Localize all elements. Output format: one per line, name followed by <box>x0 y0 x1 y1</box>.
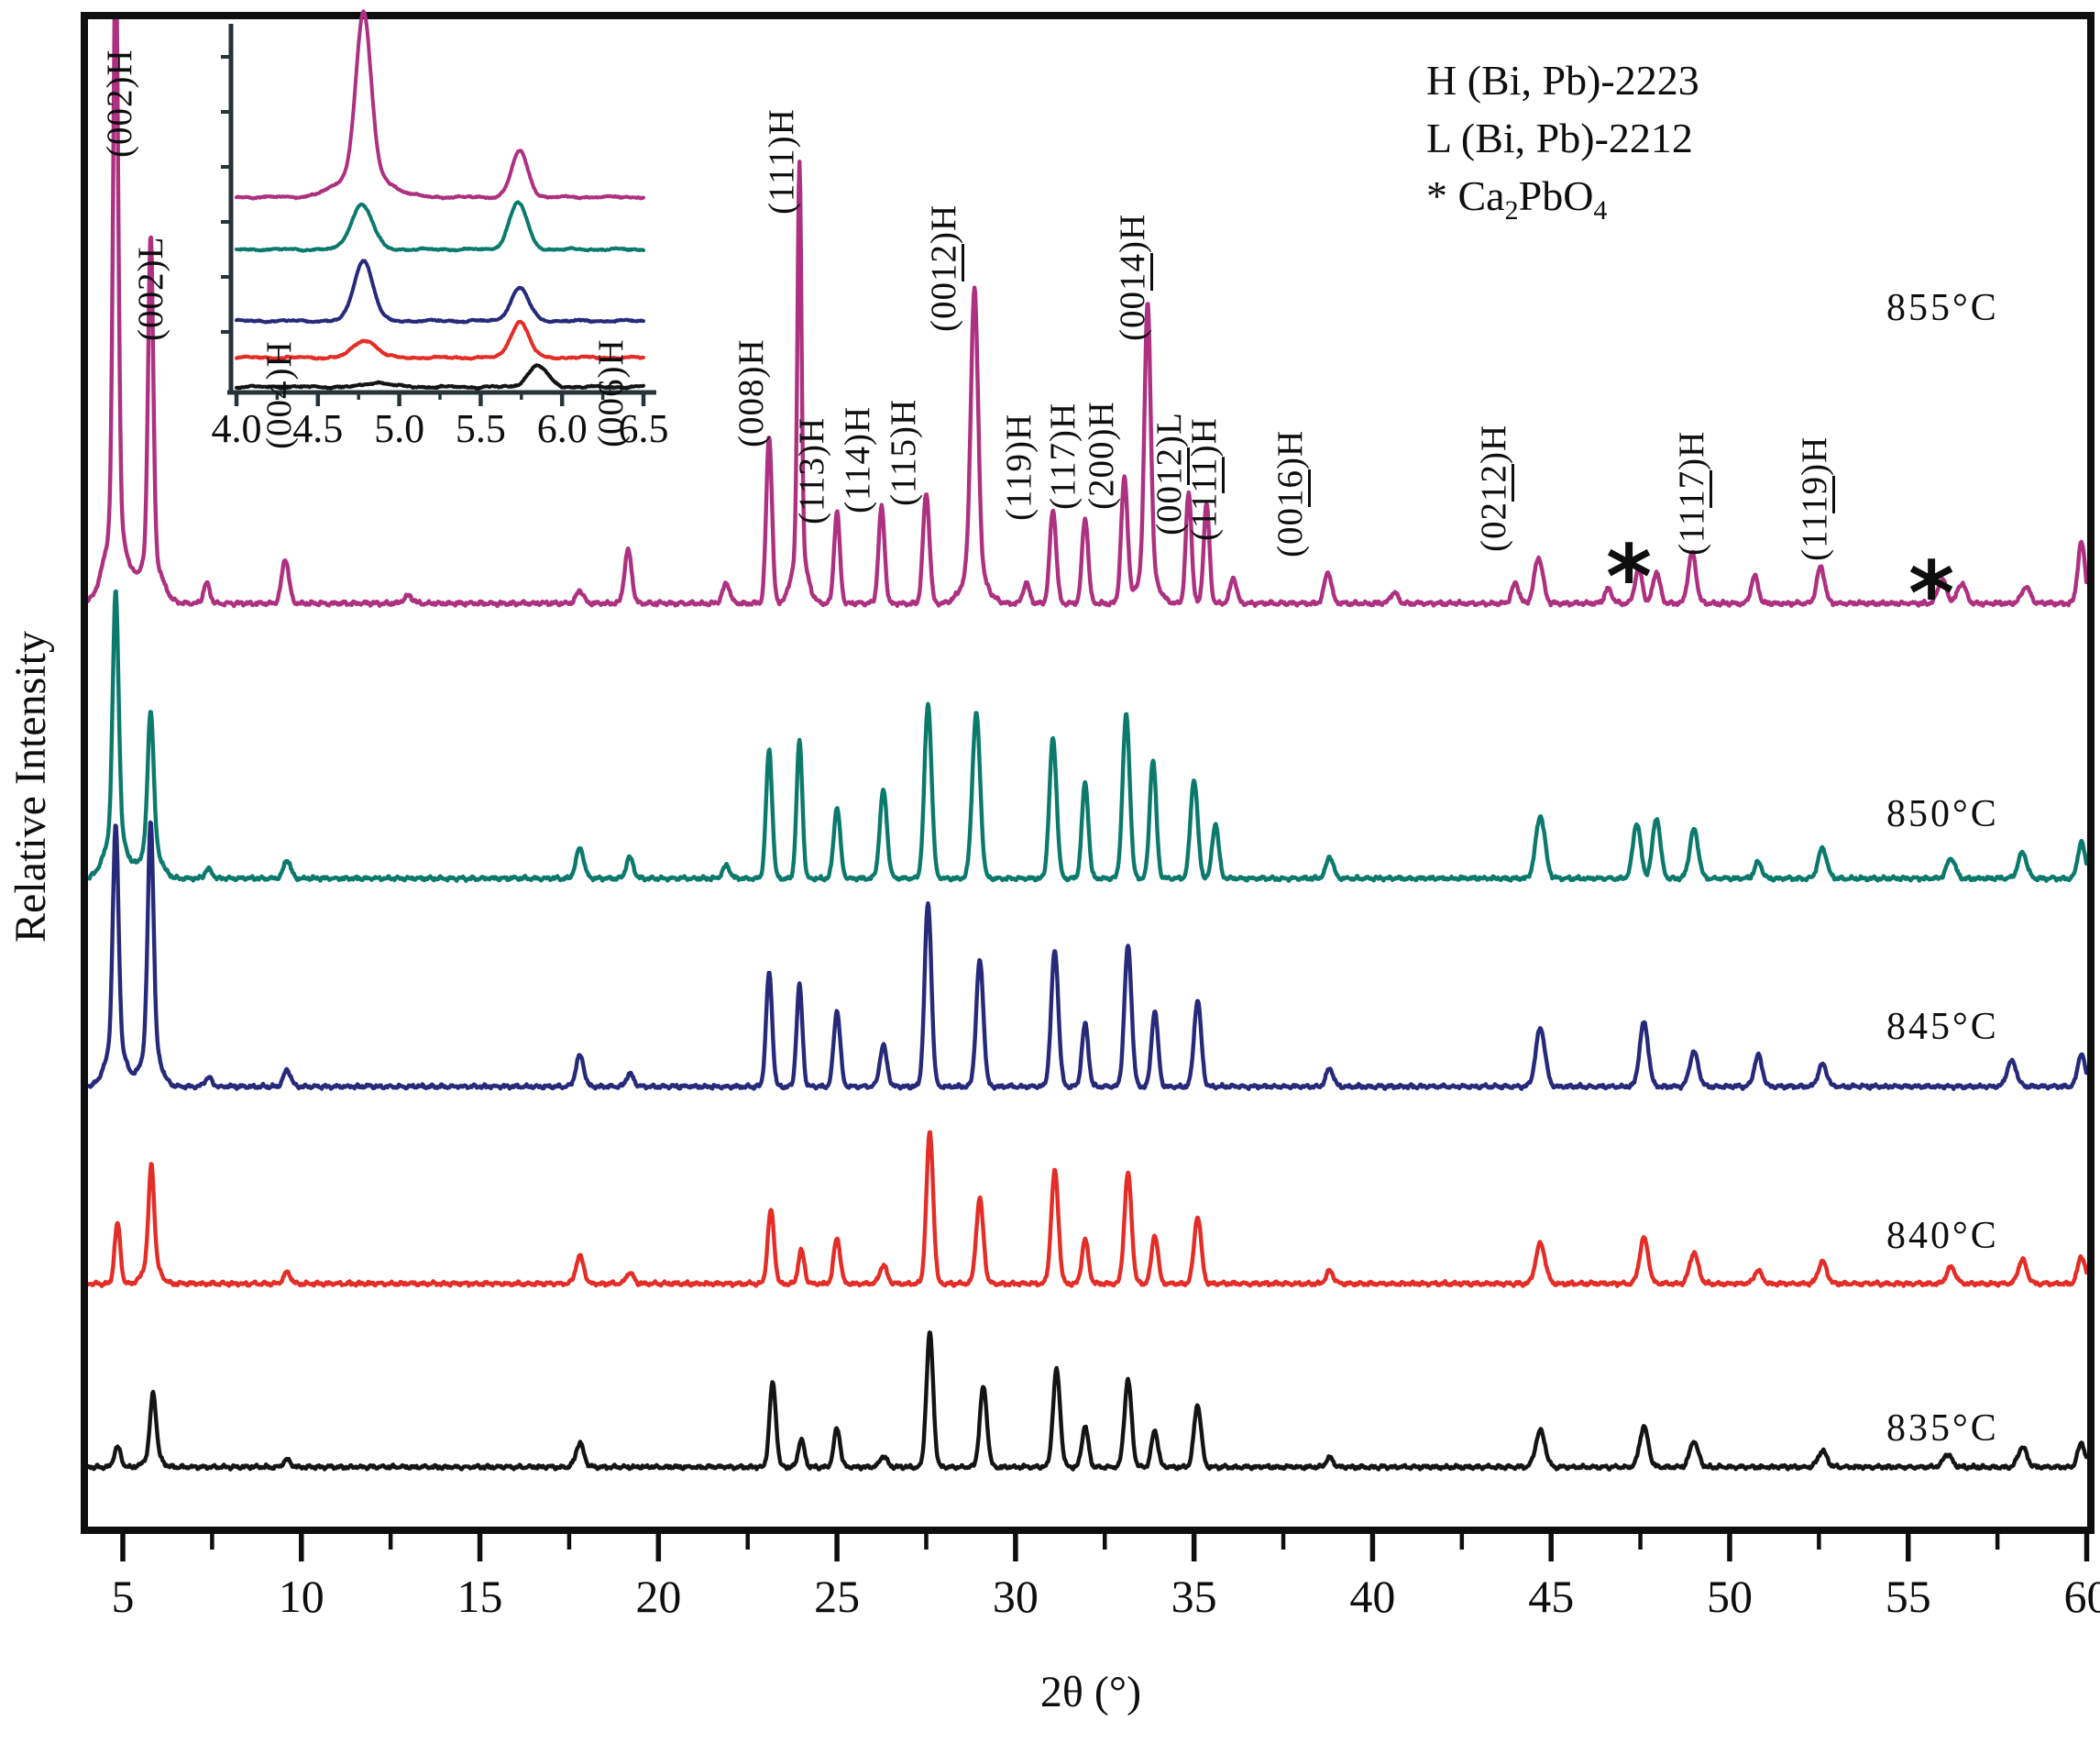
legend-entry-2: * Ca2PbO4 <box>1426 172 1608 226</box>
inset-tick-label-6.5: 6.5 <box>618 406 669 451</box>
x-tick-label-10: 10 <box>278 1571 324 1622</box>
x-tick-label-15: 15 <box>456 1571 503 1622</box>
peak-label-(0012)H: (0012)H <box>924 204 963 332</box>
peak-label-(0016)H: (0016)H <box>1270 429 1310 557</box>
trace-845°C <box>88 820 2087 1091</box>
inset-traces <box>235 9 645 391</box>
x-tick-label-20: 20 <box>635 1571 682 1622</box>
x-tick-label-45: 45 <box>1528 1571 1575 1622</box>
peak-label-(117)H: (117)H <box>1043 402 1083 510</box>
x-tick-label-25: 25 <box>814 1571 861 1622</box>
x-tick-label-60: 60 <box>2063 1571 2100 1622</box>
temperature-label-845°C: 845°C <box>1886 1006 1999 1048</box>
peak-label-(115)H: (115)H <box>884 398 923 506</box>
temperature-label-835°C: 835°C <box>1886 1407 1999 1450</box>
peak-label-(119)H: (119)H <box>999 413 1039 521</box>
legend: H (Bi, Pb)-2223 L (Bi, Pb)-2212 * Ca2PbO4 <box>1426 51 1699 239</box>
temperature-label-840°C: 840°C <box>1886 1215 1999 1257</box>
trace-855°C <box>88 19 2087 609</box>
x-tick-label-50: 50 <box>1706 1571 1753 1622</box>
peak-label-(200)H: (200)H <box>1082 401 1121 510</box>
inset-tick-label-5.5: 5.5 <box>455 406 506 451</box>
peak-label-(006)H: (006)H <box>591 338 631 447</box>
trace-840°C <box>88 1130 2087 1288</box>
peak-label-(004)H: (004)H <box>259 340 299 449</box>
ca2pbo4-asterisk-marker-1: * <box>1606 526 1653 629</box>
temperature-label-855°C: 855°C <box>1886 287 1999 329</box>
inset-tick-label-5.0: 5.0 <box>374 406 425 451</box>
trace-835°C <box>88 1330 2087 1472</box>
peak-label-(002)H: (002)H <box>100 49 139 158</box>
peak-label-(002)L: (002)L <box>131 236 170 341</box>
x-axis-ticks <box>120 1534 2090 1561</box>
x-axis-title: 2θ (°) <box>1039 1668 1142 1716</box>
legend-entry-0: H (Bi, Pb)-2223 <box>1426 57 1699 104</box>
peak-label-(1117)H: (1117)H <box>1672 430 1711 556</box>
peak-label-(111)H: (111)H <box>762 108 801 215</box>
x-tick-label-55: 55 <box>1885 1571 1931 1622</box>
temperature-label-850°C: 850°C <box>1886 793 1999 835</box>
trace-850°C <box>88 589 2087 883</box>
peak-label-(1111)H: (1111)H <box>1184 417 1224 541</box>
ca2pbo4-asterisk-marker-2: * <box>1908 543 1955 645</box>
x-tick-label-5: 5 <box>111 1571 135 1622</box>
peak-label-(0014)H: (0014)H <box>1113 213 1152 341</box>
peak-label-(1119)H: (1119)H <box>1795 436 1834 561</box>
inset-tick-label-4.5: 4.5 <box>292 406 344 451</box>
peak-label-(008)H: (008)H <box>731 338 771 447</box>
legend-entry-1: L (Bi, Pb)-2212 <box>1426 115 1693 161</box>
inset-tick-label-6.0: 6.0 <box>536 406 588 451</box>
peak-label-(113)H: (113)H <box>792 416 831 524</box>
inset-tick-label-4.0: 4.0 <box>211 406 262 451</box>
x-tick-label-35: 35 <box>1171 1571 1217 1622</box>
x-tick-label-30: 30 <box>992 1571 1039 1622</box>
plot-frame <box>81 12 2095 1534</box>
peak-label-(114)H: (114)H <box>838 405 877 513</box>
y-axis-title: Relative Intensity <box>6 631 55 943</box>
peak-label-(0212)H: (0212)H <box>1474 424 1513 552</box>
x-tick-label-40: 40 <box>1349 1571 1396 1622</box>
inset-axes <box>221 24 656 406</box>
